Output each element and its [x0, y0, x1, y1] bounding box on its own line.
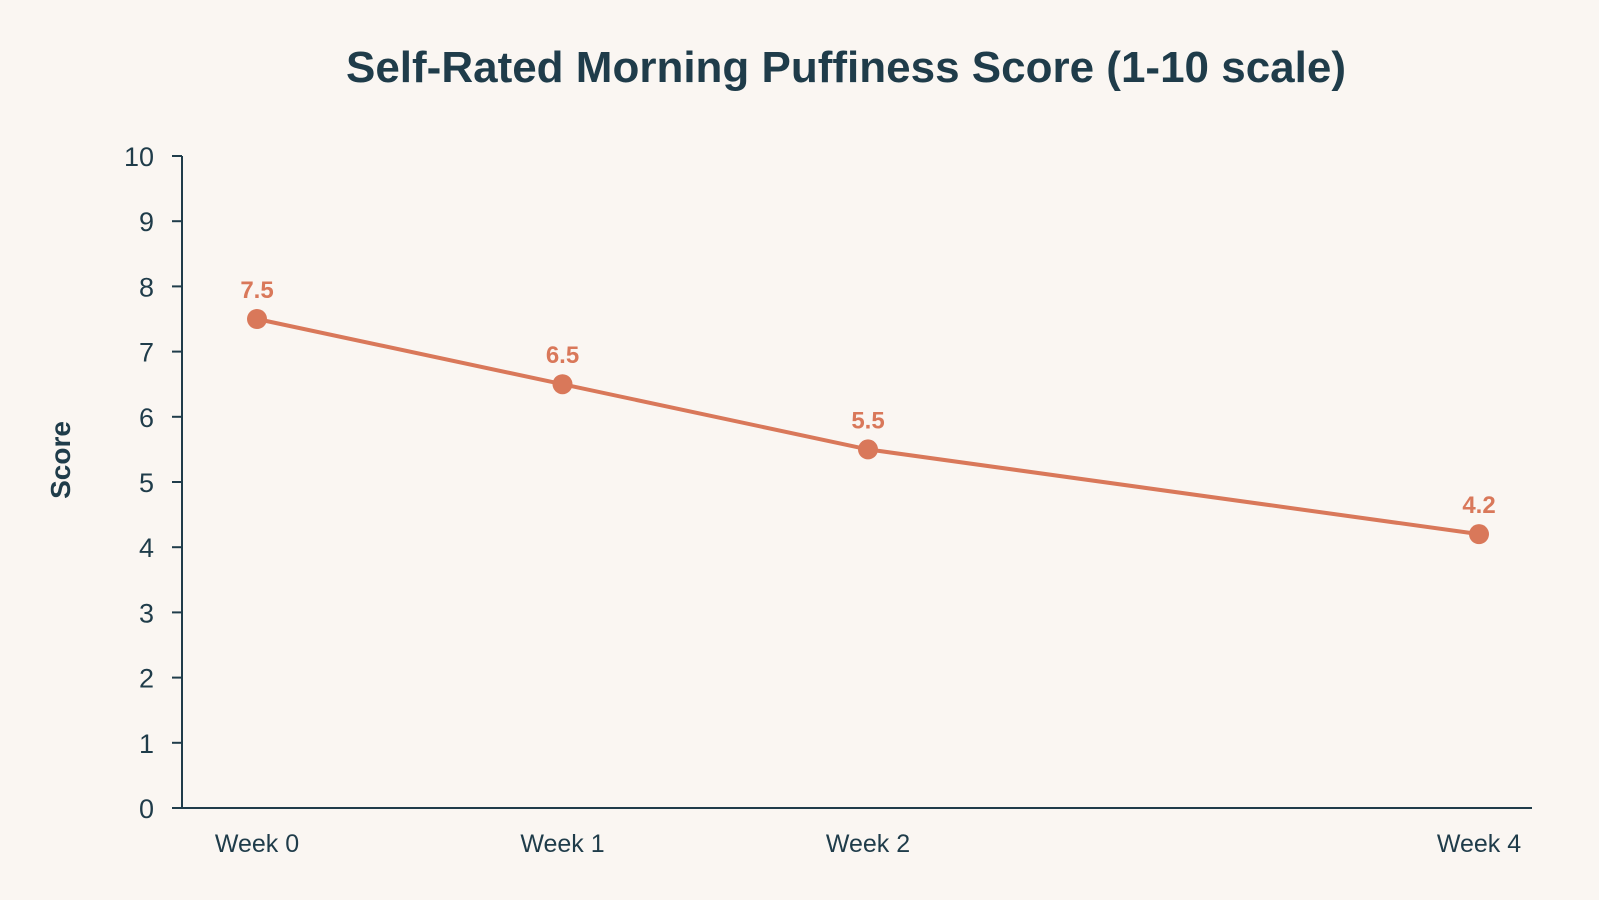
series-line [256, 317, 1480, 537]
data-label: 4.2 [1462, 492, 1495, 519]
y-tick-label: 9 [139, 207, 154, 237]
y-tick-label: 3 [139, 598, 154, 628]
data-label: 6.5 [546, 342, 579, 369]
x-tick-label: Week 4 [1437, 830, 1521, 858]
y-tick-label: 10 [124, 142, 154, 172]
y-axis-title: Score [45, 421, 76, 499]
data-point [1469, 524, 1489, 545]
y-ticks: 0 1 2 3 4 5 6 7 8 9 10 [124, 142, 182, 824]
series [247, 309, 1489, 545]
data-labels: 7.5 6.5 5.5 4.2 [240, 277, 1495, 519]
x-tick-label: Week 1 [520, 830, 604, 858]
y-tick-label: 6 [139, 403, 154, 433]
data-point [247, 309, 267, 329]
data-label: 7.5 [240, 277, 273, 304]
y-tick-label: 4 [139, 533, 154, 563]
y-tick-label: 7 [139, 338, 154, 368]
chart-title: Self-Rated Morning Puffiness Score (1-10… [346, 43, 1346, 92]
data-label: 5.5 [851, 407, 884, 434]
y-tick-label: 0 [139, 794, 154, 824]
y-tick-label: 2 [139, 664, 154, 694]
y-tick-label: 1 [139, 729, 154, 759]
x-tick-label: Week 2 [826, 830, 910, 858]
y-tick-label: 8 [139, 272, 154, 302]
y-tick-label: 5 [139, 468, 154, 498]
x-ticks: Week 0 Week 1 Week 2 Week 4 [215, 830, 1521, 858]
data-point [552, 374, 573, 395]
axes [181, 156, 1532, 809]
x-tick-label: Week 0 [215, 830, 299, 858]
data-point [858, 439, 878, 460]
